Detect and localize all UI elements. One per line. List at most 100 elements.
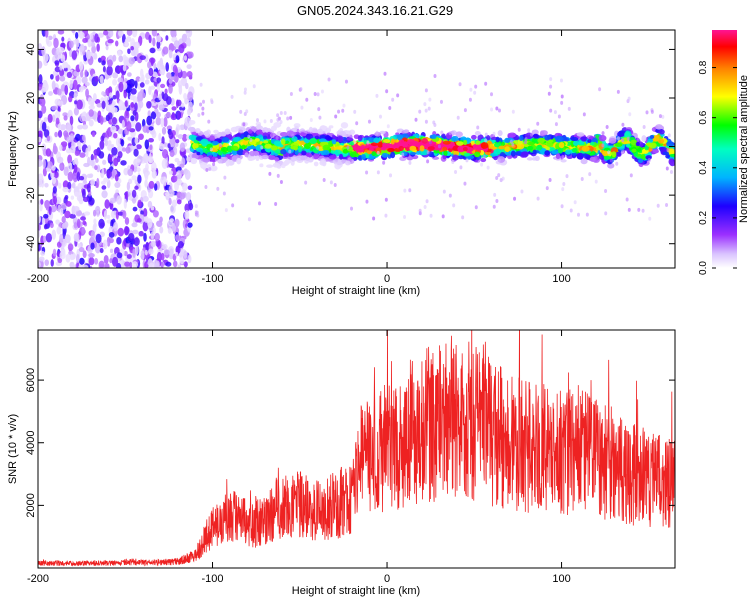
heatmap-cell [59,75,66,82]
heatmap-cell [78,61,84,71]
heatmap-cell [92,209,97,217]
heatmap-cell [147,218,153,229]
heatmap-cell [429,213,433,218]
heatmap-cell [262,127,269,134]
heatmap-cell [56,47,60,55]
heatmap-cell [493,142,502,148]
heatmap-cell [456,141,464,146]
heatmap-cell [607,162,615,169]
heatmap-cell [327,127,332,132]
heatmap-cell [204,184,208,189]
heatmap-cell [131,189,137,198]
heatmap-cell [452,154,459,161]
heatmap-cell [148,126,154,131]
heatmap-cell [54,131,58,138]
heatmap-cell [527,141,535,146]
heatmap-cell [54,98,61,106]
heatmap-cell [455,131,463,138]
heatmap-cell [122,64,127,72]
heatmap-cell [484,132,488,137]
heatmap-cell [190,127,196,133]
heatmap-cell [193,139,199,144]
heatmap-cell [70,195,75,200]
heatmap-cell [557,114,561,119]
heatmap-cell [175,55,180,63]
heatmap-cell [588,172,592,177]
heatmap-cell [38,242,41,251]
heatmap-cell [656,203,660,208]
heatmap-cell [139,68,144,78]
heatmap-cell [41,216,46,227]
heatmap-cell [324,135,332,141]
heatmap-cell [337,109,341,114]
heatmap-cell [249,150,256,157]
colorbar: 0.0 0.2 0.4 0.6 0.8 Normalized spectral ampl… [698,30,750,275]
heatmap-cell [532,133,539,139]
heatmap-cell [437,144,441,149]
heatmap-cell [573,140,579,146]
heatmap-cell [155,117,162,126]
heatmap-cell [55,117,60,125]
heatmap-cell [200,138,209,146]
heatmap-cell [224,128,231,135]
heatmap-cell [94,258,99,265]
heatmap-cell [468,97,472,102]
heatmap-cell [188,119,196,125]
heatmap-cell [148,86,152,96]
heatmap-cell [668,158,674,166]
heatmap-cell [73,107,79,116]
heatmap-cell [391,97,395,102]
heatmap-cell [45,232,53,243]
heatmap-cell [598,87,602,92]
heatmap-cell [527,128,531,133]
heatmap-cell [322,144,331,152]
heatmap-cell [631,148,637,153]
heatmap-cell [650,109,654,114]
heatmap-cell [131,261,138,268]
heatmap-cell [151,30,157,37]
heatmap-cell [200,162,207,169]
heatmap-cell [587,139,592,143]
heatmap-cell [79,70,84,78]
heatmap-cell [454,170,458,175]
heatmap-cell [492,131,496,136]
heatmap-cell [83,162,90,168]
heatmap-cell [557,147,564,154]
heatmap-cell [167,143,171,149]
heatmap-cell [104,140,109,147]
heatmap-cell [270,145,278,151]
heatmap-cell [289,92,293,97]
heatmap-cell [244,152,249,158]
heatmap-cell [111,146,118,156]
heatmap-cell [110,210,115,219]
colorbar-gradient [712,30,737,268]
heatmap-cell [641,135,647,142]
heatmap-cell [67,171,74,182]
heatmap-cell [375,130,379,135]
heatmap-cell [181,182,188,192]
heatmap-cell [151,170,157,179]
x-tick-label: -100 [202,273,224,285]
heatmap-cell [484,138,488,143]
heatmap-cell [665,166,669,171]
heatmap-cell [61,36,65,42]
heatmap-cell [480,142,489,149]
heatmap-cell [585,212,589,217]
heatmap-cell [442,189,446,194]
heatmap-cell [88,104,95,110]
heatmap-cell [402,141,408,148]
heatmap-cell [124,110,130,120]
heatmap-cell [560,204,564,209]
heatmap-cell [490,92,494,97]
heatmap-cell [497,173,501,178]
heatmap-cell [65,253,71,263]
heatmap-cell [396,93,400,98]
heatmap-cell [241,144,246,150]
heatmap-cell [534,155,540,162]
heatmap-cell [117,227,125,237]
heatmap-cell [53,195,58,205]
heatmap-cell [131,222,138,228]
heatmap-cell [209,165,218,172]
heatmap-cell [160,83,166,89]
heatmap-cell [60,248,64,256]
